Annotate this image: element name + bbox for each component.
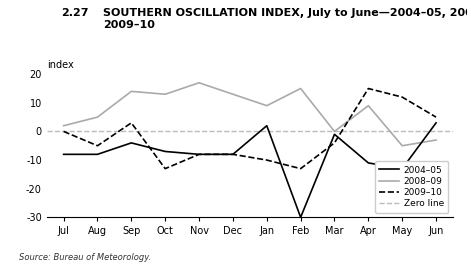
Text: SOUTHERN OSCILLATION INDEX, July to June—2004–05, 2008–09 and
2009–10: SOUTHERN OSCILLATION INDEX, July to June… [103, 8, 467, 30]
Text: Source: Bureau of Meteorology.: Source: Bureau of Meteorology. [19, 253, 151, 262]
Text: index: index [47, 60, 73, 70]
Text: 2.27: 2.27 [61, 8, 88, 18]
Legend: 2004–05, 2008–09, 2009–10, Zero line: 2004–05, 2008–09, 2009–10, Zero line [375, 161, 448, 213]
